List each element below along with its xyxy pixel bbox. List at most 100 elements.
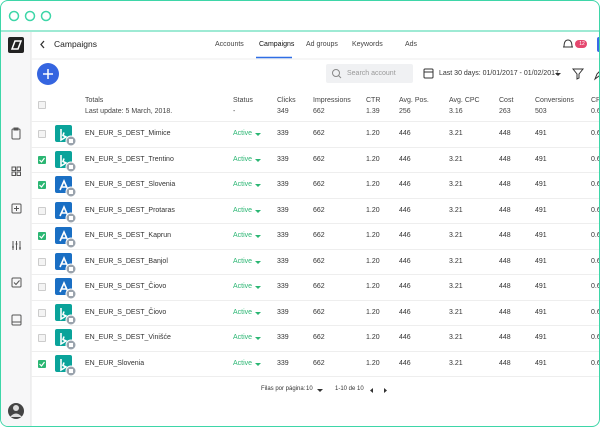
row-checkbox[interactable] — [38, 232, 46, 240]
status[interactable]: Active — [233, 257, 253, 265]
cell: 662 — [313, 206, 325, 214]
cell: 491 — [535, 308, 547, 316]
page-title: Campaigns — [54, 39, 97, 49]
status[interactable]: Active — [233, 334, 253, 341]
tab[interactable]: Keywords — [352, 41, 383, 48]
row-checkbox[interactable] — [38, 359, 46, 368]
network-icon — [55, 176, 77, 203]
cell: 491 — [535, 334, 547, 341]
column-header: Conversions — [535, 97, 574, 104]
status[interactable]: Active — [233, 232, 253, 239]
cell: 3.21 — [449, 130, 463, 137]
cell: 1.20 — [366, 257, 380, 265]
totals-value: 256 — [399, 108, 411, 115]
campaign-name[interactable]: EN_EUR_S_DEST_Mimice — [85, 130, 171, 137]
campaign-name[interactable]: EN_EUR_S_DEST_Vinišće — [85, 334, 171, 341]
search-input[interactable]: Search account — [347, 70, 396, 77]
cell: 662 — [313, 181, 325, 188]
cell: 491 — [535, 359, 547, 367]
cell: 0.60 — [591, 232, 599, 239]
notification-badge: 12 — [579, 41, 585, 47]
campaign-name[interactable]: EN_EUR_S_DEST_Čiovo — [85, 283, 167, 290]
date-range[interactable]: Last 30 days: 01/01/2017 - 01/02/2017 — [439, 70, 559, 77]
row-separator — [31, 248, 599, 250]
rows-per-page[interactable]: 10 — [306, 386, 313, 392]
tab[interactable]: Campaigns — [259, 41, 295, 48]
cell: 448 — [499, 308, 511, 316]
row-checkbox[interactable] — [38, 308, 46, 317]
row-separator — [31, 172, 599, 173]
status[interactable]: Active — [233, 308, 253, 316]
row-checkbox[interactable] — [38, 130, 46, 138]
cell: 3.21 — [449, 206, 463, 214]
totals-status: - — [233, 108, 236, 115]
cell: 1.20 — [366, 308, 380, 316]
status-caret — [255, 184, 261, 187]
cell: 339 — [277, 359, 289, 367]
cell: 491 — [535, 232, 547, 239]
cell: 3.21 — [449, 155, 463, 163]
campaign-name[interactable]: EN_EUR_S_DEST_Čiovo — [85, 308, 167, 316]
cell: 3.21 — [449, 181, 463, 188]
cell: 446 — [399, 308, 411, 316]
status[interactable]: Active — [233, 359, 253, 367]
cell: 339 — [277, 181, 289, 188]
status[interactable]: Active — [233, 130, 253, 137]
row-separator — [31, 146, 599, 148]
campaign-name[interactable]: EN_EUR_Slovenia — [85, 359, 145, 367]
campaign-name[interactable]: EN_EUR_S_DEST_Kaprun — [85, 232, 171, 239]
campaign-name[interactable]: EN_EUR_S_DEST_Banjol — [85, 257, 168, 265]
cell: 0.60 — [591, 181, 599, 188]
cell: 446 — [399, 257, 411, 265]
cell: 662 — [313, 334, 325, 341]
campaign-name[interactable]: EN_EUR_S_DEST_Trentino — [85, 155, 174, 163]
cell: 3.21 — [449, 283, 463, 290]
totals-value: 1.39 — [366, 108, 380, 115]
network-icon — [55, 252, 77, 280]
row-checkbox[interactable] — [38, 283, 46, 291]
cell: 448 — [499, 283, 511, 290]
cell: 0.60 — [591, 257, 599, 265]
cell: 0.60 — [591, 334, 599, 341]
totals-value: 3.16 — [449, 108, 463, 115]
network-icon — [55, 303, 77, 331]
header-checkbox[interactable] — [38, 101, 46, 109]
row-checkbox[interactable] — [38, 181, 46, 189]
column-header: Clicks — [277, 97, 296, 104]
status-caret — [255, 235, 261, 238]
cell: 446 — [399, 359, 411, 367]
row-checkbox[interactable] — [38, 257, 46, 266]
row-separator — [31, 376, 599, 377]
column-header: Cost — [499, 97, 514, 104]
campaign-name[interactable]: EN_EUR_S_DEST_Protaras — [85, 206, 175, 214]
row-checkbox[interactable] — [38, 155, 46, 164]
network-icon — [55, 150, 77, 178]
cell: 339 — [277, 283, 289, 290]
status[interactable]: Active — [233, 283, 253, 290]
cell: 0.60 — [591, 155, 599, 163]
totals-value: 503 — [535, 108, 547, 115]
tab[interactable]: Ad groups — [306, 41, 338, 48]
status-caret — [255, 260, 261, 264]
row-checkbox[interactable] — [38, 334, 46, 342]
row-checkbox[interactable] — [38, 206, 46, 215]
status-caret — [255, 158, 261, 162]
status-caret — [255, 311, 261, 315]
cell: 1.20 — [366, 334, 380, 341]
rows-per-page-label: Filas por página: — [261, 386, 306, 392]
column-header: CTR — [366, 97, 381, 104]
status-caret — [255, 362, 261, 366]
tab[interactable]: Accounts — [215, 41, 244, 48]
cell: 448 — [499, 257, 511, 265]
status[interactable]: Active — [233, 155, 253, 163]
column-header: Totals — [85, 97, 104, 104]
cell: 0.60 — [591, 359, 599, 367]
campaign-name[interactable]: EN_EUR_S_DEST_Slovenia — [85, 181, 176, 188]
status[interactable]: Active — [233, 206, 253, 214]
row-separator — [31, 223, 599, 224]
tab[interactable]: Ads — [405, 41, 418, 48]
totals-value: 662 — [313, 108, 325, 115]
status[interactable]: Active — [233, 181, 253, 188]
cell: 448 — [499, 232, 511, 239]
